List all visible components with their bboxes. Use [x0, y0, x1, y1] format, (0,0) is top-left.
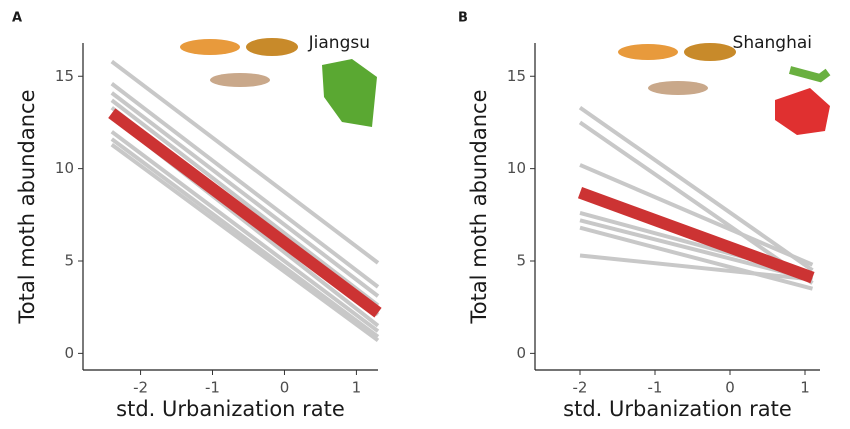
- random-line: [112, 145, 378, 341]
- x-tick-label: -1: [205, 379, 220, 397]
- panel-title: Jiangsu: [308, 33, 370, 53]
- x-tick-label: -2: [573, 379, 588, 397]
- y-tick-label: 15: [507, 67, 526, 85]
- panel-label: A: [12, 11, 22, 26]
- x-axis-label: std. Urbanization rate: [563, 397, 792, 421]
- random-line: [112, 139, 378, 337]
- random-line: [112, 93, 378, 296]
- x-tick-label: 0: [725, 379, 735, 397]
- y-axis-label: Total moth abundance: [467, 89, 491, 324]
- y-axis-label: Total moth abundance: [15, 89, 39, 324]
- y-tick-label: 15: [55, 67, 74, 85]
- fitted-line: [112, 113, 378, 313]
- random-line: [112, 100, 378, 305]
- y-tick-label: 0: [516, 344, 526, 362]
- x-axis-label: std. Urbanization rate: [116, 397, 345, 421]
- panel-title: Shanghai: [733, 33, 812, 53]
- x-tick-label: -1: [648, 379, 663, 397]
- y-tick-label: 10: [55, 159, 74, 177]
- y-tick-label: 5: [64, 252, 74, 270]
- y-tick-label: 10: [507, 159, 526, 177]
- x-tick-label: 0: [280, 379, 290, 397]
- panel-label: B: [458, 11, 468, 26]
- x-tick-label: -2: [133, 379, 148, 397]
- x-tick-label: 1: [352, 379, 362, 397]
- figure: 051015-2-101AJiangsustd. Urbanization ra…: [0, 0, 850, 429]
- y-tick-label: 5: [516, 252, 526, 270]
- y-tick-label: 0: [64, 344, 74, 362]
- x-tick-label: 1: [800, 379, 810, 397]
